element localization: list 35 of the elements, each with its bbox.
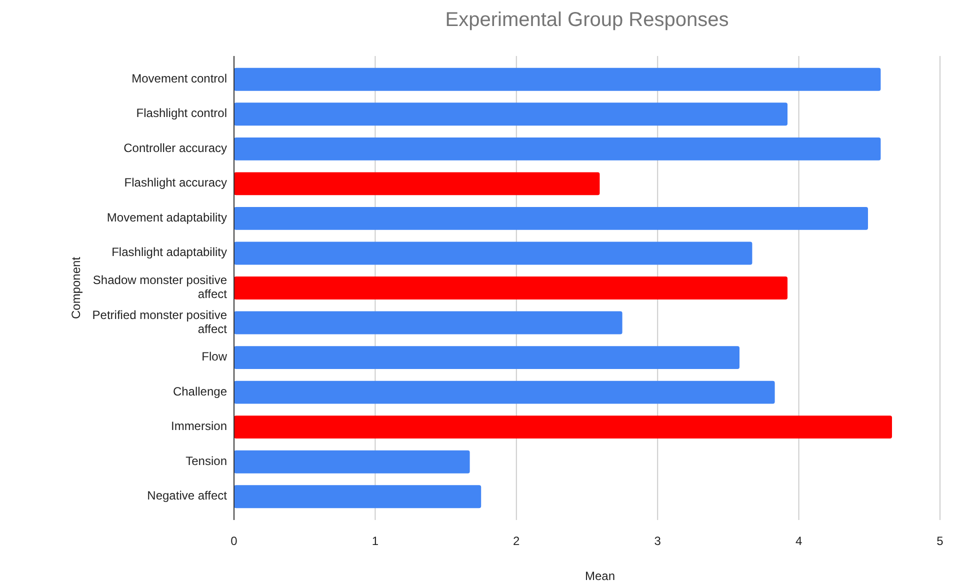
x-tick-label: 3	[654, 534, 662, 548]
bar	[234, 242, 752, 265]
bar	[234, 137, 881, 160]
bar	[234, 206, 868, 230]
x-tick-label: 2	[513, 534, 520, 548]
bar	[234, 485, 482, 508]
bar	[234, 68, 881, 91]
bar	[234, 172, 600, 196]
chart-title: Experimental Group Responses	[445, 9, 729, 31]
y-axis-title: Component	[69, 256, 83, 320]
y-tick-label: Petrified monster positive affect	[92, 308, 228, 336]
bar	[234, 346, 740, 370]
bar	[234, 311, 622, 334]
y-tick-label: Immersion	[170, 419, 227, 434]
y-tick-label: Flashlight accuracy	[124, 176, 227, 190]
y-tick-label: Movement adaptability	[106, 210, 227, 225]
x-tick-label: 5	[936, 534, 944, 548]
bar	[234, 450, 470, 474]
bar	[234, 102, 788, 126]
y-tick-label: Challenge	[172, 384, 228, 398]
y-tick-label: Controller accuracy	[124, 141, 227, 156]
x-tick-label: 1	[372, 534, 379, 548]
y-tick-label: Movement control	[132, 72, 227, 86]
bar	[234, 276, 788, 300]
y-tick-label: Tension	[186, 454, 227, 468]
x-axis-title: Mean	[584, 569, 616, 583]
bar	[234, 380, 775, 404]
y-tick-label: Negative affect	[147, 488, 228, 503]
y-tick-label: Flow	[202, 350, 228, 364]
y-tick-label: Flashlight adaptability	[112, 245, 227, 260]
y-tick-label: Shadow monster positive affect	[92, 273, 228, 302]
y-tick-label: Flashlight control	[136, 106, 227, 120]
x-tick-label: 0	[230, 534, 238, 548]
x-tick-label: 4	[795, 534, 802, 548]
bar	[234, 416, 892, 439]
